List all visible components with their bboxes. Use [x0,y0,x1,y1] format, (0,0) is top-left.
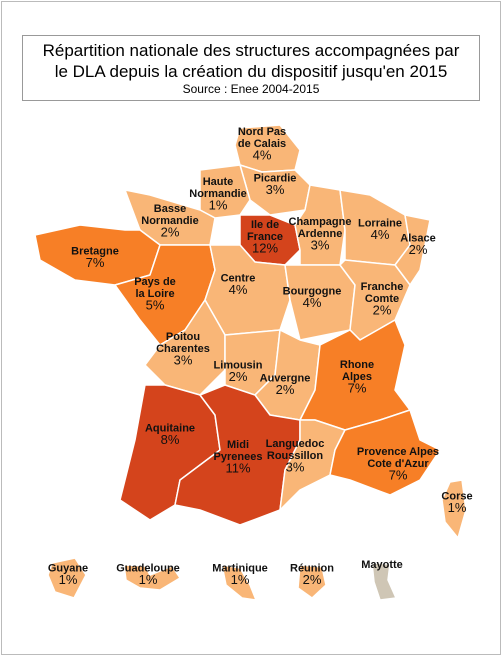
region-name: Auvergne [260,372,311,384]
region-name: Franche [361,281,404,293]
title-box: Répartition nationale des structures acc… [22,35,480,101]
region [221,564,257,601]
region-name: Limousin [214,359,263,371]
region-name: Normandie [141,215,198,227]
region-name: Midi [227,439,249,451]
region-name: Guadeloupe [116,562,180,574]
region-name: Guyane [48,562,88,574]
region-name: Roussillon [267,450,324,462]
region-name: France [247,231,283,243]
region-value: 2% [373,302,392,317]
region-value: 3% [174,352,193,367]
region-value: 2% [229,369,248,384]
title-line: le DLA depuis la création du dispositif … [54,62,448,81]
region-name: Ardenne [298,228,343,240]
region [329,409,441,496]
region-value: 2% [409,242,428,257]
region-value: 3% [266,182,285,197]
region-name: Bourgogne [283,285,342,297]
region-name: Picardie [254,172,297,184]
region-name: Pays de [134,276,176,288]
region-name: Martinique [212,562,268,574]
region-name: Alsace [400,232,435,244]
region-name: Poitou [166,331,200,343]
region-value: 8% [161,432,180,447]
region-value: 1% [139,572,158,587]
region-name: Rhone [340,359,374,371]
region-name: Ile de [251,219,279,231]
region-name: de Calais [238,138,286,150]
title-line: Répartition nationale des structures acc… [42,41,460,60]
source: Source : Enee 2004-2015 [182,82,320,96]
region-value: 1% [59,572,78,587]
region-name: Normandie [189,188,246,200]
region-value: 2% [303,572,322,587]
region-name: Basse [154,203,186,215]
region-name: Alpes [342,371,372,383]
region-name: Aquitaine [145,422,195,434]
region-name: Mayotte [361,559,403,571]
region-name: Provence Alpes [357,446,439,458]
region-value: 4% [371,227,390,242]
region-value: 7% [389,467,408,482]
region [204,244,291,336]
region-name: Centre [221,272,256,284]
region-value: 1% [209,197,228,212]
region [297,564,327,599]
region-value: 1% [231,572,250,587]
region [47,557,87,599]
region-name: Pyrenees [214,451,263,463]
region-value: 5% [146,297,165,312]
region-name: Champagne [289,216,352,228]
region [279,419,346,511]
region-name: Haute [203,176,234,188]
region-name: Comte [365,293,399,305]
region-value: 3% [311,237,330,252]
region-name: Bretagne [71,245,119,257]
region-value: 7% [86,255,105,270]
region-value: 2% [161,224,180,239]
region-value: 7% [348,380,367,395]
region-name: Cote d'Azur [367,458,429,470]
region-name: Réunion [290,562,334,574]
region-value: 4% [253,147,272,162]
region-value: 4% [303,295,322,310]
region-value: 3% [286,459,305,474]
region-name: Lorraine [358,217,402,229]
region-value: 4% [229,282,248,297]
region [123,564,181,591]
region [441,479,467,539]
region-value: 1% [448,500,467,515]
region-value: 11% [225,460,250,475]
region-value: 2% [276,382,295,397]
region-name: la Loire [135,288,174,300]
region-name: Corse [441,490,472,502]
region-name: Languedoc [266,438,325,450]
region-name: Nord Pas [238,126,286,138]
region-value: 12% [252,240,278,255]
region [371,562,397,601]
region-name: Charentes [156,343,210,355]
